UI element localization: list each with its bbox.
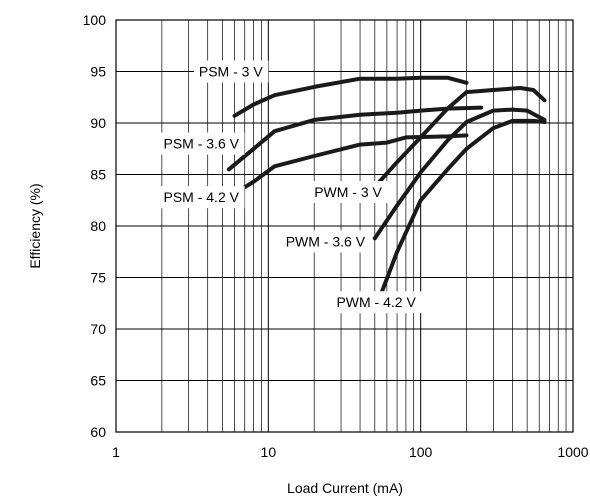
plot-frame bbox=[115, 19, 574, 433]
series-label-text: PSM - 3.6 V bbox=[163, 136, 239, 152]
y-tick-label: 100 bbox=[83, 12, 107, 28]
y-tick-label: 90 bbox=[90, 115, 106, 131]
series-line-psm-4-2-v bbox=[226, 133, 469, 200]
series-label: PWM - 3.6 V bbox=[280, 230, 371, 253]
series-line-pwm-3-v bbox=[372, 86, 547, 189]
series-label-bg bbox=[158, 186, 245, 209]
series-label-bg bbox=[331, 291, 422, 314]
series-label: PWM - 3 V bbox=[309, 181, 388, 204]
y-tick-label: 75 bbox=[90, 270, 106, 286]
series-label-bg bbox=[280, 230, 371, 253]
y-axis-label: Efficiency (%) bbox=[27, 183, 43, 268]
y-tick-label: 70 bbox=[90, 321, 106, 337]
series-label: PWM - 4.2 V bbox=[331, 291, 422, 314]
tick-labels: 1 10 100 1000 60 65 70 75 80 85 90 95 100 bbox=[83, 12, 589, 460]
y-tick-label: 60 bbox=[90, 424, 106, 440]
series-line-pwm-4-2-v bbox=[372, 118, 547, 313]
series-label: PSM - 3.6 V bbox=[158, 132, 245, 155]
series-label-text: PWM - 4.2 V bbox=[336, 294, 416, 310]
x-axis-label: Load Current (mA) bbox=[287, 480, 403, 496]
series-label-text: PSM - 4.2 V bbox=[163, 189, 239, 205]
series-line-psm-3-v bbox=[232, 75, 469, 118]
y-tick-label: 95 bbox=[90, 64, 106, 80]
series-label: PSM - 4.2 V bbox=[158, 186, 245, 209]
x-tick-label: 100 bbox=[409, 444, 433, 460]
series-label-text: PSM - 3 V bbox=[199, 64, 263, 80]
series-line-pwm-3-6-v bbox=[372, 107, 547, 241]
y-tick-label: 65 bbox=[90, 373, 106, 389]
series-label: PSM - 3 V bbox=[193, 60, 269, 83]
series-label-bg bbox=[309, 181, 388, 204]
x-tick-label: 10 bbox=[261, 444, 277, 460]
series-labels: PSM - 3 V PSM - 3.6 V PSM - 4.2 V PWM - 3 V… bbox=[158, 60, 422, 314]
series-label-bg bbox=[193, 60, 269, 83]
series-label-bg bbox=[158, 132, 245, 155]
series-line-psm-3-6-v bbox=[226, 105, 484, 172]
x-tick-label: 1000 bbox=[557, 444, 588, 460]
grid bbox=[116, 20, 573, 432]
y-tick-label: 80 bbox=[90, 218, 106, 234]
series-label-text: PWM - 3.6 V bbox=[286, 233, 366, 249]
series-lines bbox=[226, 75, 547, 313]
x-tick-label: 1 bbox=[112, 444, 120, 460]
series-label-text: PWM - 3 V bbox=[314, 184, 382, 200]
y-tick-label: 85 bbox=[90, 167, 106, 183]
